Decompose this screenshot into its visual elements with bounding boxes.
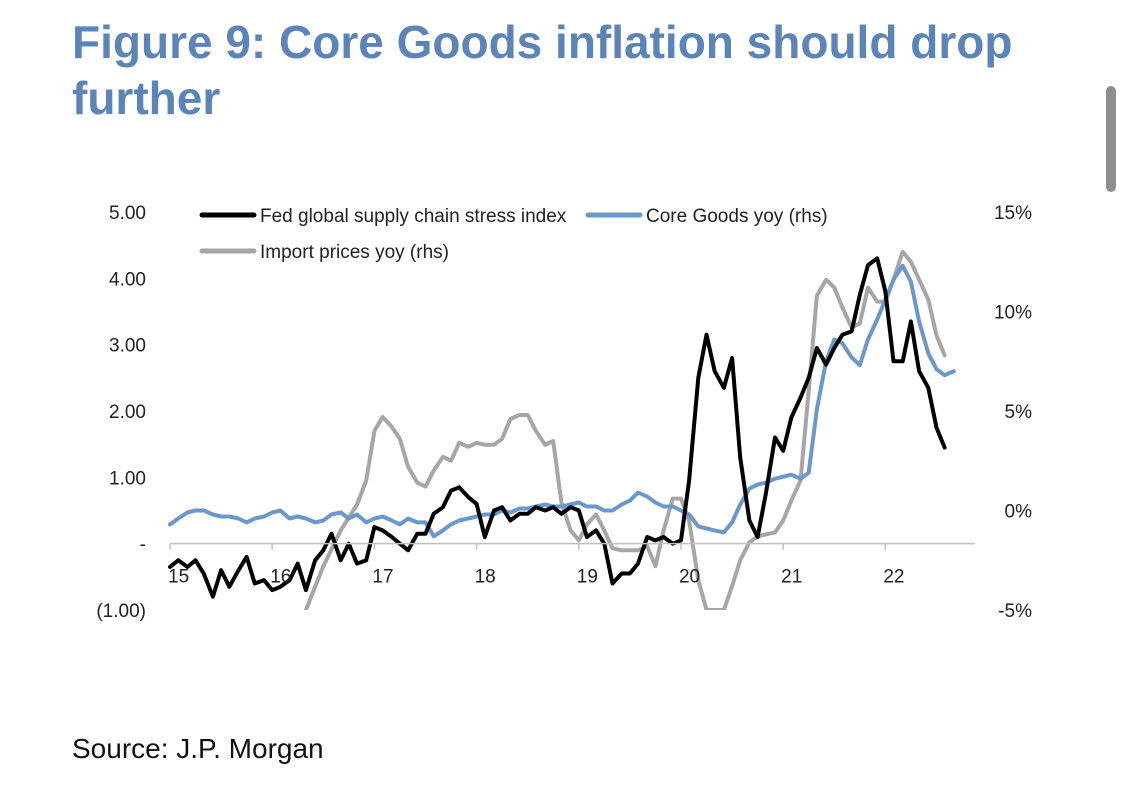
legend-label: Fed global supply chain stress index <box>260 206 567 227</box>
right-axis-tick-label: 5% <box>1005 402 1033 423</box>
x-tick-label: 15 <box>168 567 189 588</box>
x-tick-label: 16 <box>270 567 291 588</box>
left-axis-tick-label: (1.00) <box>96 601 146 622</box>
right-axis-tick-label: 10% <box>994 303 1032 324</box>
x-tick-label: 21 <box>781 567 802 588</box>
legend: Fed global supply chain stress index Core… <box>199 206 828 263</box>
x-tick-label: 17 <box>372 567 393 588</box>
series-line-import-prices-yoy <box>303 249 947 610</box>
x-tick-label: 20 <box>679 567 700 588</box>
x-tick-label: 19 <box>577 567 598 588</box>
right-axis-tick-label: 0% <box>1005 502 1033 523</box>
right-axis-tick-label: 15% <box>994 203 1032 224</box>
left-axis-tick-label: 2.00 <box>109 402 146 423</box>
series-line-core-goods-yoy <box>168 263 956 539</box>
left-axis-tick-label: 3.00 <box>109 336 146 357</box>
left-axis-tick-label: 4.00 <box>109 269 146 290</box>
series-line-fed-stress-index <box>168 256 947 599</box>
left-axis-tick-label: - <box>140 535 146 556</box>
x-tick-label: 18 <box>475 567 496 588</box>
source-note: Source: J.P. Morgan <box>72 733 324 764</box>
scrollbar-thumb[interactable] <box>1106 86 1116 192</box>
x-tick-label: 22 <box>883 567 904 588</box>
chart-title: Figure 9: Core Goods inflation should dr… <box>72 16 1013 124</box>
left-axis-tick-label: 5.00 <box>109 203 146 224</box>
legend-label: Import prices yoy (rhs) <box>260 242 449 263</box>
left-axis-tick-label: 1.00 <box>109 468 146 489</box>
right-axis-tick-label: -5% <box>998 601 1032 622</box>
legend-label: Core Goods yoy (rhs) <box>646 206 828 227</box>
